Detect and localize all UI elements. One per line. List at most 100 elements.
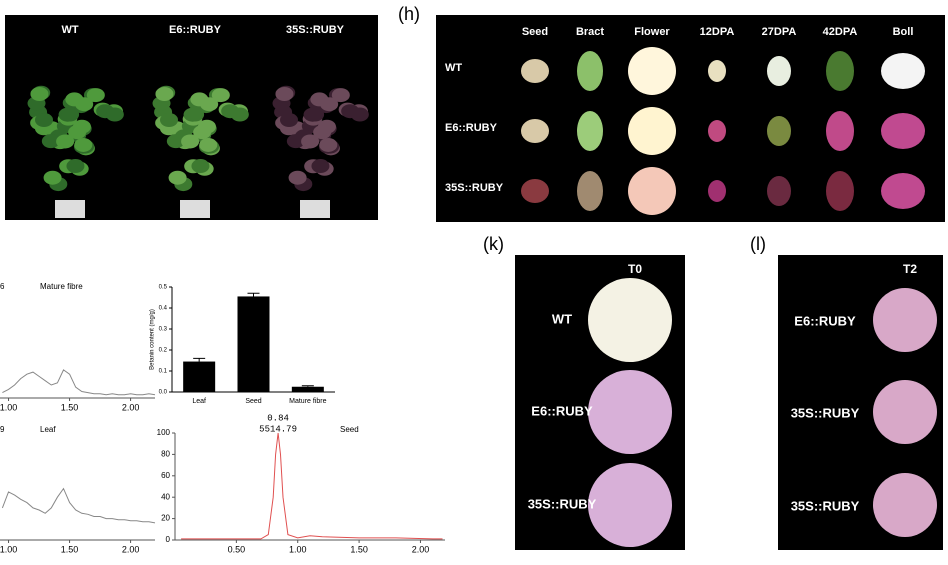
leaf: [311, 159, 330, 174]
organ: [767, 116, 791, 146]
leaf: [306, 107, 325, 122]
fibre: [873, 473, 937, 537]
x-tick-label: Leaf: [192, 398, 206, 405]
organ: [628, 167, 676, 215]
x-tick-label: 2.00: [122, 402, 140, 412]
sample-label: WT: [552, 311, 572, 326]
row-label: WT: [445, 62, 462, 74]
leaf: [61, 107, 80, 122]
pot: [180, 200, 210, 218]
row-label: 35S::RUBY: [445, 182, 504, 194]
leaf: [288, 170, 307, 185]
leaf: [197, 119, 216, 134]
leaf: [331, 88, 350, 103]
plant-label: WT: [61, 24, 78, 36]
pot: [300, 200, 330, 218]
y-axis-label: Betanin content (mg/g): [150, 309, 156, 370]
sample-label: 35S::RUBY: [791, 405, 860, 420]
y-tick-label: 60: [161, 471, 170, 480]
column-header: Boll: [893, 26, 914, 38]
organ: [708, 120, 726, 142]
y-tick-label: 0.4: [159, 306, 168, 312]
y-tick-label: 0: [166, 535, 171, 544]
column-header: Bract: [576, 26, 604, 38]
column-header: 27DPA: [762, 26, 797, 38]
x-tick-label: 1.50: [61, 402, 79, 412]
leaf: [200, 97, 219, 112]
column-header: 42DPA: [823, 26, 858, 38]
leaf: [74, 137, 93, 152]
organ: [577, 171, 603, 211]
y-tick-label: 80: [161, 450, 170, 459]
leaf: [181, 134, 200, 149]
trace: [181, 432, 443, 540]
error-bar: [193, 357, 206, 362]
fibre: [873, 288, 937, 352]
peak-area: 5514.79: [259, 424, 297, 434]
organ: [521, 59, 549, 83]
y-tick-label: 0.0: [159, 390, 168, 396]
leaf: [186, 107, 205, 122]
leaf: [41, 134, 60, 149]
leaf: [166, 134, 185, 149]
leaf: [199, 137, 218, 152]
leaf: [105, 107, 124, 122]
organ: [708, 180, 726, 202]
organ: [767, 56, 791, 86]
time-label: T0: [628, 262, 642, 276]
time-label: T2: [903, 262, 917, 276]
leaf: [86, 88, 105, 103]
leaf: [280, 113, 299, 128]
y-tick-label: 0.5: [159, 285, 168, 291]
organ: [577, 51, 603, 91]
organ: [826, 111, 854, 151]
chart-title: Mature fibre: [40, 282, 83, 291]
y-tick-label: 100: [157, 428, 171, 437]
plant-label: E6::RUBY: [169, 24, 222, 36]
fibre: [588, 370, 672, 454]
trace: [1, 487, 156, 524]
leaf: [35, 113, 54, 128]
organ: [826, 51, 854, 91]
organ-photo: [436, 15, 945, 222]
leaf: [75, 97, 94, 112]
sample-label: 35S::RUBY: [528, 496, 597, 511]
fibre: [588, 463, 672, 547]
leaf: [56, 134, 75, 149]
x-tick-label: 0.50: [228, 544, 246, 554]
organ: [521, 119, 549, 143]
chart-title: Leaf: [40, 425, 56, 434]
leaf: [317, 119, 336, 134]
plant-label: 35S::RUBY: [286, 24, 345, 36]
sample-label: E6::RUBY: [794, 313, 856, 328]
organ: [767, 176, 791, 206]
x-tick-label: 1.00: [0, 544, 17, 554]
organ: [628, 107, 676, 155]
chart-title: Seed: [340, 425, 359, 434]
x-tick-label: 2.00: [412, 544, 430, 554]
organ: [521, 179, 549, 203]
y-tick-label: 40: [161, 492, 170, 501]
y-tick-label: 0.3: [159, 327, 168, 333]
fibre: [588, 278, 672, 362]
leaf: [155, 86, 174, 101]
column-header: Flower: [634, 26, 670, 38]
organ: [881, 173, 925, 209]
leaf: [30, 86, 49, 101]
leaf: [286, 134, 305, 149]
panel-label: (h): [398, 4, 420, 24]
x-tick-label: Seed: [245, 398, 261, 405]
bar: [183, 361, 216, 392]
x-tick-label: 2.00: [122, 544, 140, 554]
organ: [826, 171, 854, 211]
x-tick-label: 1.50: [61, 544, 79, 554]
x-tick-label: Mature fibre: [289, 398, 326, 405]
leaf: [43, 170, 62, 185]
bar: [237, 296, 270, 392]
organ: [881, 53, 925, 89]
leaf: [211, 88, 230, 103]
row-label: E6::RUBY: [445, 122, 498, 134]
chart-number: 9: [0, 425, 5, 434]
leaf: [66, 159, 85, 174]
